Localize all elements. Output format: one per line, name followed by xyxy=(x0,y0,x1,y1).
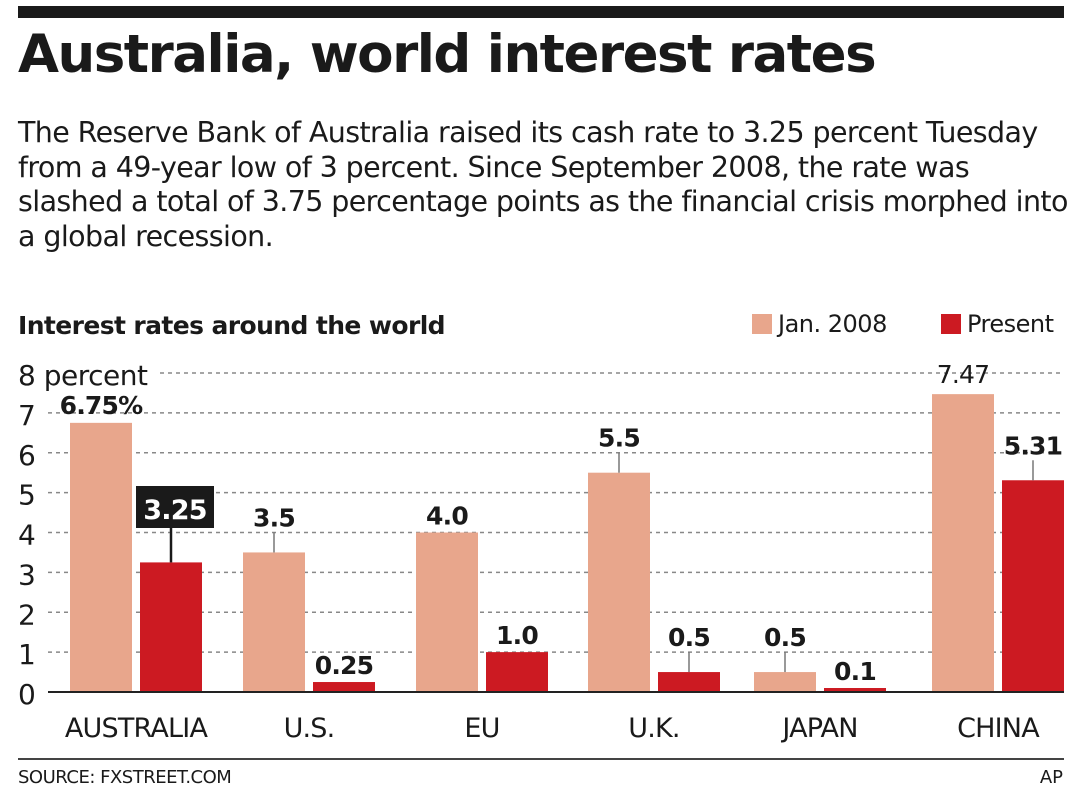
y-tick-label: 1 xyxy=(18,638,35,671)
chart-title: Interest rates around the world xyxy=(18,311,446,340)
legend-label-present: Present xyxy=(967,310,1054,338)
footer-rule xyxy=(18,758,1064,760)
data-label: 0.25 xyxy=(315,651,373,680)
top-rule xyxy=(18,6,1064,18)
data-label: 7.47 xyxy=(937,360,989,389)
data-label: 0.1 xyxy=(834,657,876,686)
y-tick-label: 0 xyxy=(18,678,35,711)
y-tick-label: 4 xyxy=(18,519,35,552)
bar-jan-2008 xyxy=(416,532,478,692)
data-label: 1.0 xyxy=(496,621,538,650)
legend-swatch-present xyxy=(941,314,961,334)
y-tick-label: 5 xyxy=(18,479,35,512)
x-tick-label: CHINA xyxy=(957,713,1040,744)
data-label: 0.5 xyxy=(764,623,806,652)
data-label: 5.5 xyxy=(598,424,640,453)
bar-jan-2008 xyxy=(754,672,816,692)
data-label: 3.5 xyxy=(253,503,295,532)
legend-item-jan-2008: Jan. 2008 xyxy=(752,310,887,338)
bar-present xyxy=(313,682,375,692)
y-tick-label: 8 percent xyxy=(18,359,148,392)
x-tick-label: U.K. xyxy=(628,713,679,744)
y-tick-label: 2 xyxy=(18,598,35,631)
legend-label-jan-2008: Jan. 2008 xyxy=(778,310,887,338)
bar-jan-2008 xyxy=(243,552,305,692)
x-tick-label: U.S. xyxy=(284,713,335,744)
bar-present xyxy=(486,652,548,692)
data-label: 3.25 xyxy=(143,495,206,526)
source-credit: SOURCE: FXSTREET.COM xyxy=(18,767,232,788)
bar-jan-2008 xyxy=(588,472,650,692)
y-tick-label: 6 xyxy=(18,439,35,472)
agency-credit: AP xyxy=(1039,767,1063,788)
x-tick-label: EU xyxy=(464,713,499,744)
legend-item-present: Present xyxy=(941,310,1054,338)
data-label: 0.5 xyxy=(668,623,710,652)
bar-present xyxy=(140,562,202,692)
y-tick-label: 3 xyxy=(18,558,35,591)
x-tick-label: AUSTRALIA xyxy=(65,713,209,744)
data-label: 5.31 xyxy=(1004,431,1062,460)
bar-present xyxy=(824,688,886,692)
bar-jan-2008 xyxy=(932,394,994,692)
bar-jan-2008 xyxy=(70,422,132,692)
description-text: The Reserve Bank of Australia raised its… xyxy=(18,116,1068,253)
bar-present xyxy=(1002,480,1064,692)
data-label: 6.75% xyxy=(60,391,143,420)
x-tick-label: JAPAN xyxy=(780,713,857,744)
y-tick-label: 7 xyxy=(18,399,35,432)
page-title: Australia, world interest rates xyxy=(18,24,877,85)
legend-swatch-jan-2008 xyxy=(752,314,772,334)
highlight-label-box xyxy=(136,486,214,528)
bar-present xyxy=(658,672,720,692)
data-label: 4.0 xyxy=(426,502,468,531)
